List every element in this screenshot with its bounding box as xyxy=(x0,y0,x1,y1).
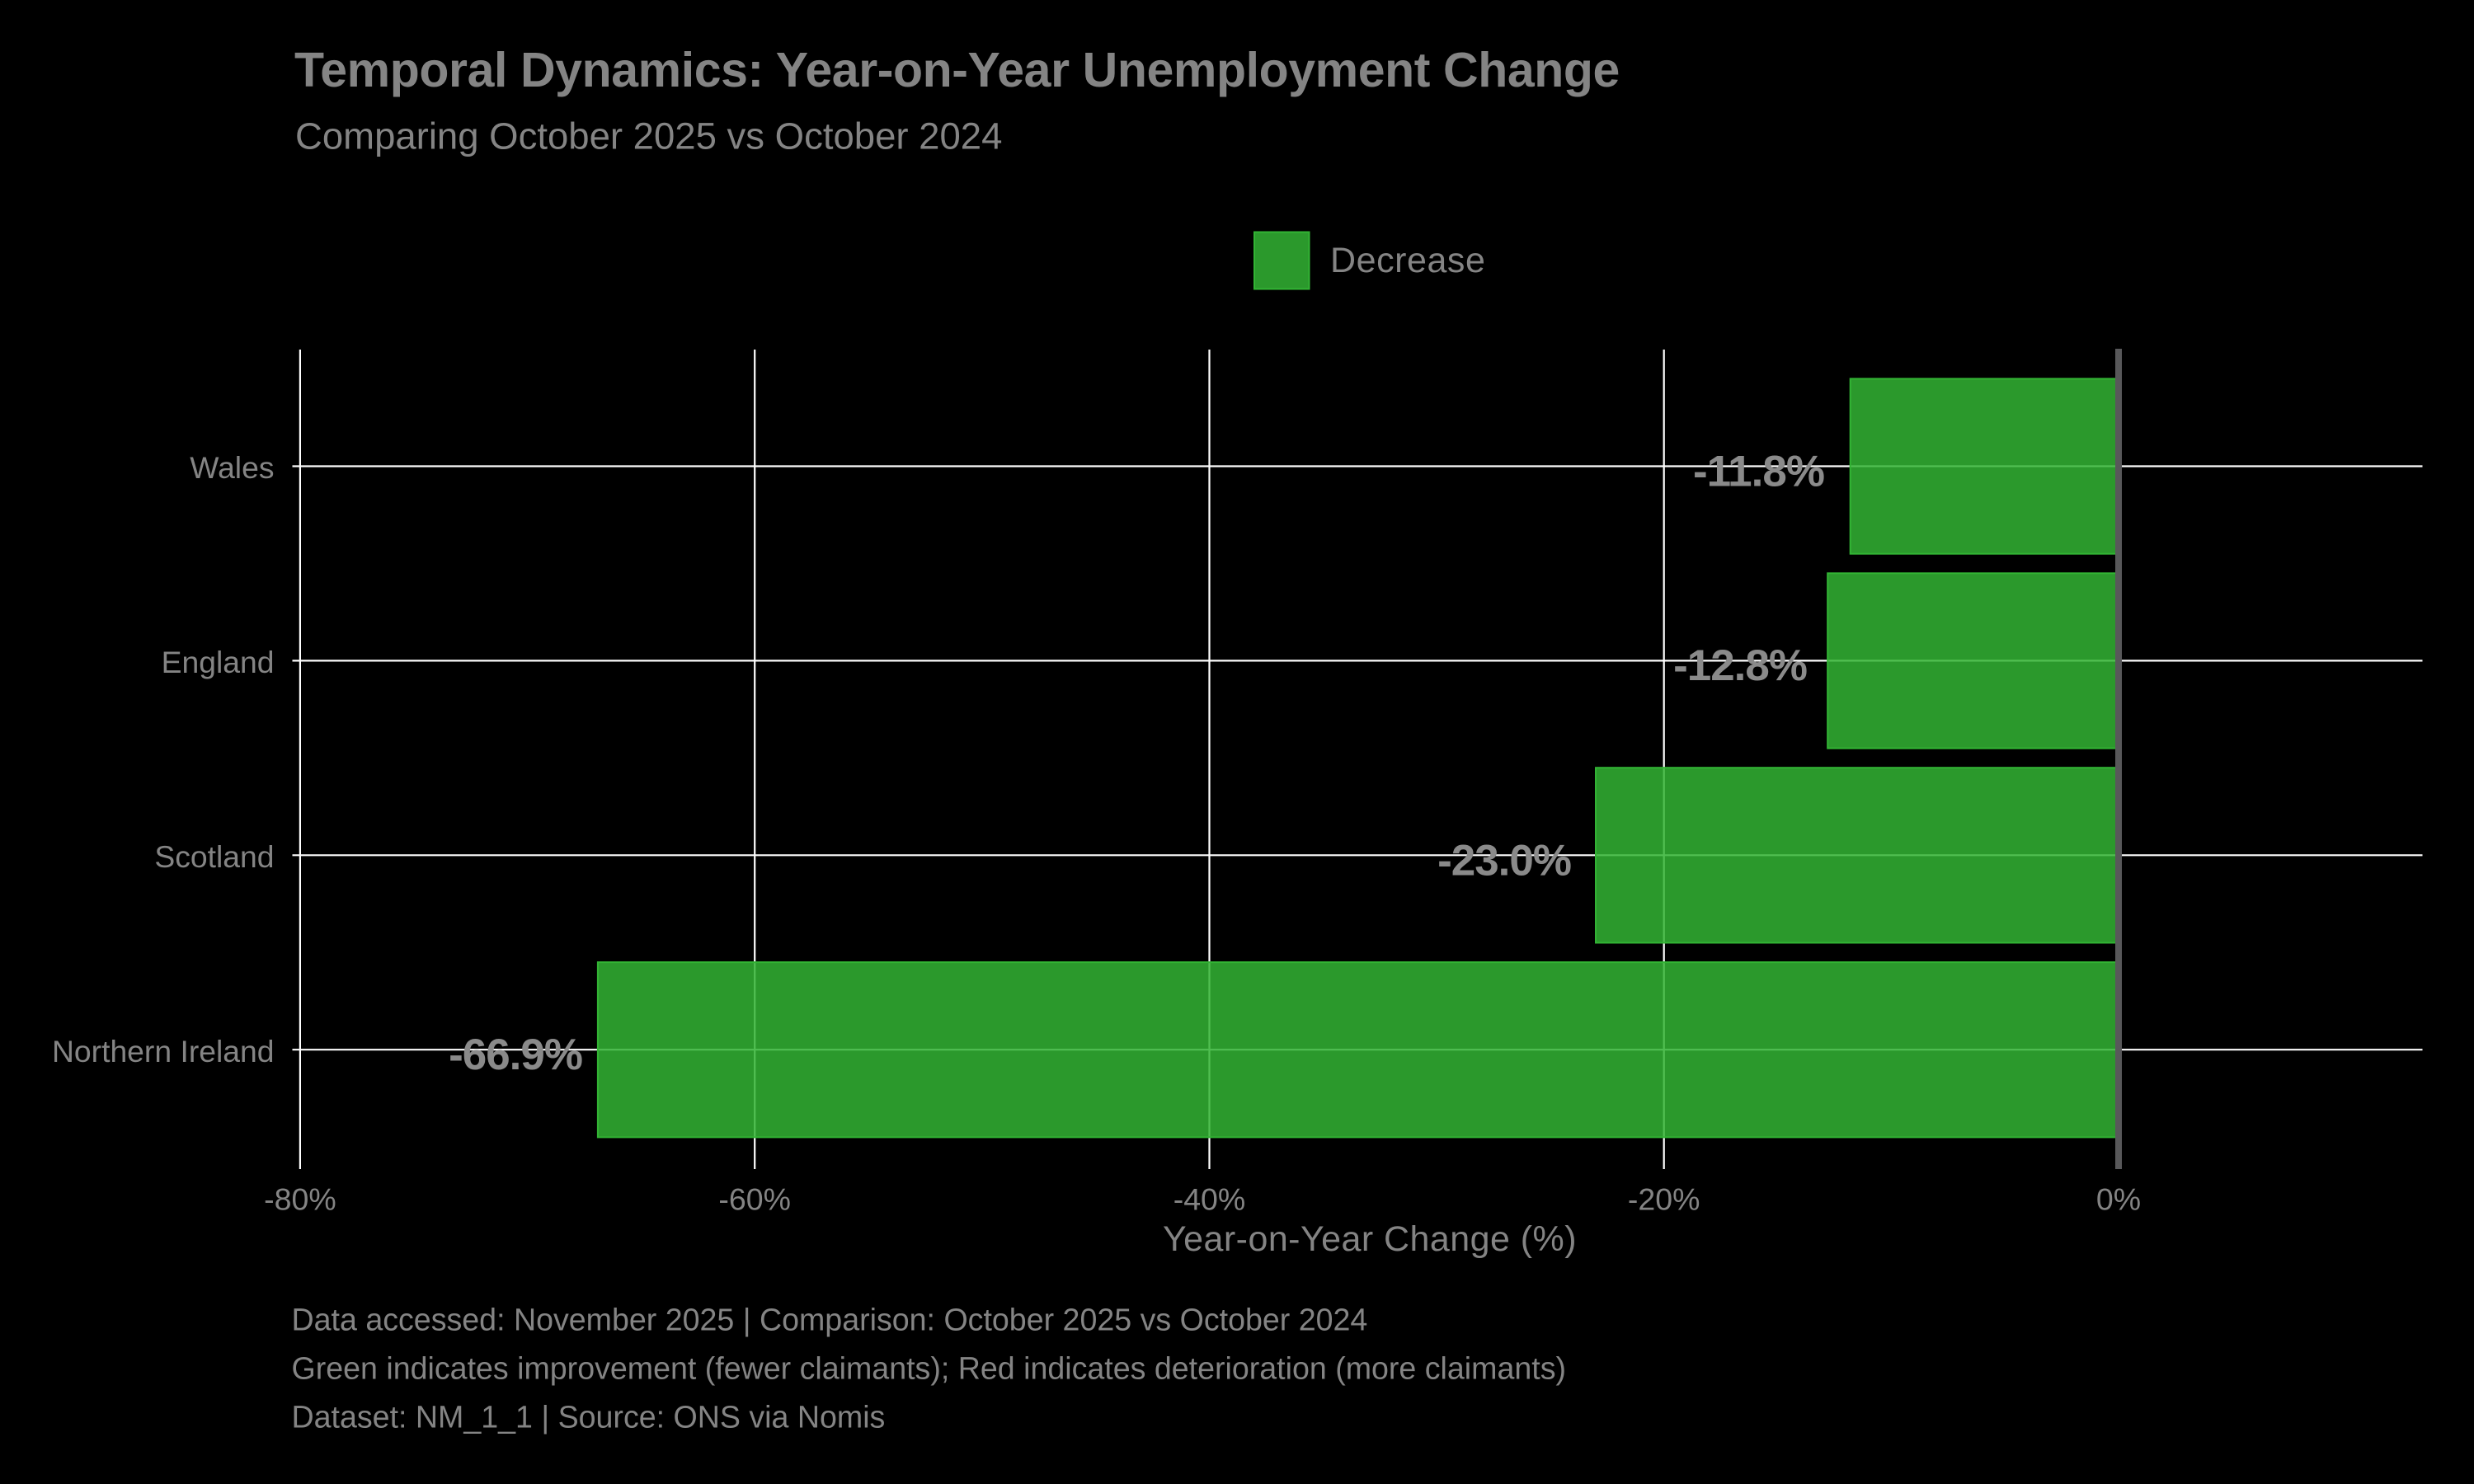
svg-text:Year-on-Year Change (%): Year-on-Year Change (%) xyxy=(1163,1219,1577,1259)
svg-text:-12.8%: -12.8% xyxy=(1673,641,1807,690)
svg-text:-60%: -60% xyxy=(718,1182,791,1217)
svg-text:Wales: Wales xyxy=(190,450,274,485)
svg-text:-11.8%: -11.8% xyxy=(1693,447,1824,495)
svg-text:-66.9%: -66.9% xyxy=(449,1031,582,1079)
svg-text:Northern Ireland: Northern Ireland xyxy=(52,1034,275,1068)
svg-text:-23.0%: -23.0% xyxy=(1437,836,1571,885)
svg-text:-40%: -40% xyxy=(1174,1182,1246,1217)
svg-text:Decrease: Decrease xyxy=(1330,241,1485,280)
svg-text:-80%: -80% xyxy=(264,1182,336,1217)
svg-text:England: England xyxy=(162,645,275,679)
svg-text:Data accessed: November 2025 |: Data accessed: November 2025 | Compariso… xyxy=(292,1302,1368,1336)
svg-text:Green indicates improvement (f: Green indicates improvement (fewer claim… xyxy=(292,1350,1567,1385)
svg-text:0%: 0% xyxy=(2096,1182,2141,1217)
svg-text:Comparing October 2025 vs Octo: Comparing October 2025 vs October 2024 xyxy=(295,115,1002,157)
svg-text:Temporal Dynamics: Year-on-Yea: Temporal Dynamics: Year-on-Year Unemploy… xyxy=(294,43,1620,97)
svg-text:Dataset: NM_1_1 | Source: ONS: Dataset: NM_1_1 | Source: ONS via Nomis xyxy=(292,1399,886,1434)
svg-text:Scotland: Scotland xyxy=(154,839,274,874)
svg-text:-20%: -20% xyxy=(1628,1182,1700,1217)
